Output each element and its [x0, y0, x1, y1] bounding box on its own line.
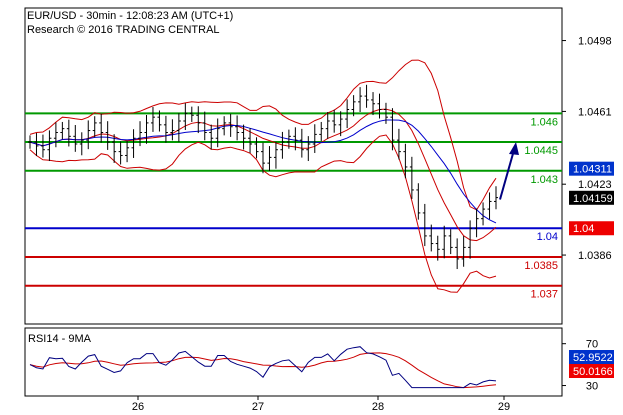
y-tick-label: 1.0461: [578, 106, 612, 118]
rsi-badge: [569, 350, 614, 364]
price-axis: 1.0498 1.0461 1.0423 1.0386: [562, 36, 612, 262]
level-lines: 1.046 1.0445 1.043 1.04 1.0385 1.037: [25, 112, 562, 301]
price-badge: [569, 161, 614, 176]
x-tick-label: 29: [498, 401, 510, 413]
rsi-label: RSI14 - 9MA: [28, 333, 92, 345]
price-badges: 1.04311 1.04159 1.04: [569, 161, 614, 236]
level-label: 1.037: [530, 289, 558, 301]
main-panel-frame: [24, 7, 563, 325]
level-label: 1.046: [530, 116, 558, 128]
projection-arrow-line: [499, 149, 515, 200]
level-label: 1.0445: [524, 145, 558, 157]
price-badge: [569, 190, 614, 205]
y-tick-label: 1.0498: [578, 36, 612, 48]
level-label: 1.0385: [524, 260, 558, 272]
y-tick-label: 1.0386: [578, 250, 612, 262]
projection: [499, 142, 519, 200]
chart-title: EUR/USD - 30min - 12:08:23 AM (UTC+1): [27, 10, 234, 22]
x-tick-label: 26: [132, 401, 144, 413]
candles: [28, 84, 498, 270]
rsi-line: [29, 346, 497, 389]
time-axis: 26 27 28 29: [132, 396, 510, 413]
price-badge-label: 1.04: [573, 223, 594, 235]
rsi-badge-label: 52.9522: [573, 352, 613, 364]
x-tick-label: 28: [372, 401, 384, 413]
upper-band: [29, 59, 497, 211]
x-tick-label: 27: [252, 401, 264, 413]
rsi-badge-label: 50.0166: [573, 366, 613, 378]
rsi-badge: [569, 364, 614, 378]
rsi-lines: 70 30 52.9522 50.0166: [29, 339, 614, 393]
chart-subtitle: Research © 2016 TRADING CENTRAL: [27, 24, 220, 36]
rsi-tick-label: 70: [586, 339, 598, 351]
price-badge: [569, 221, 614, 236]
price-badge-label: 1.04311: [573, 164, 612, 176]
level-label: 1.04: [537, 231, 558, 243]
price-badge-label: 1.04159: [573, 193, 613, 205]
rsi-tick-label: 30: [586, 381, 598, 393]
projection-arrow-head: [509, 142, 519, 156]
middle-band: [29, 108, 497, 242]
y-tick-label: 1.0423: [578, 179, 612, 191]
level-label: 1.043: [530, 174, 558, 186]
rsi-ma-line: [29, 352, 497, 389]
rsi-panel-frame: [24, 327, 563, 397]
